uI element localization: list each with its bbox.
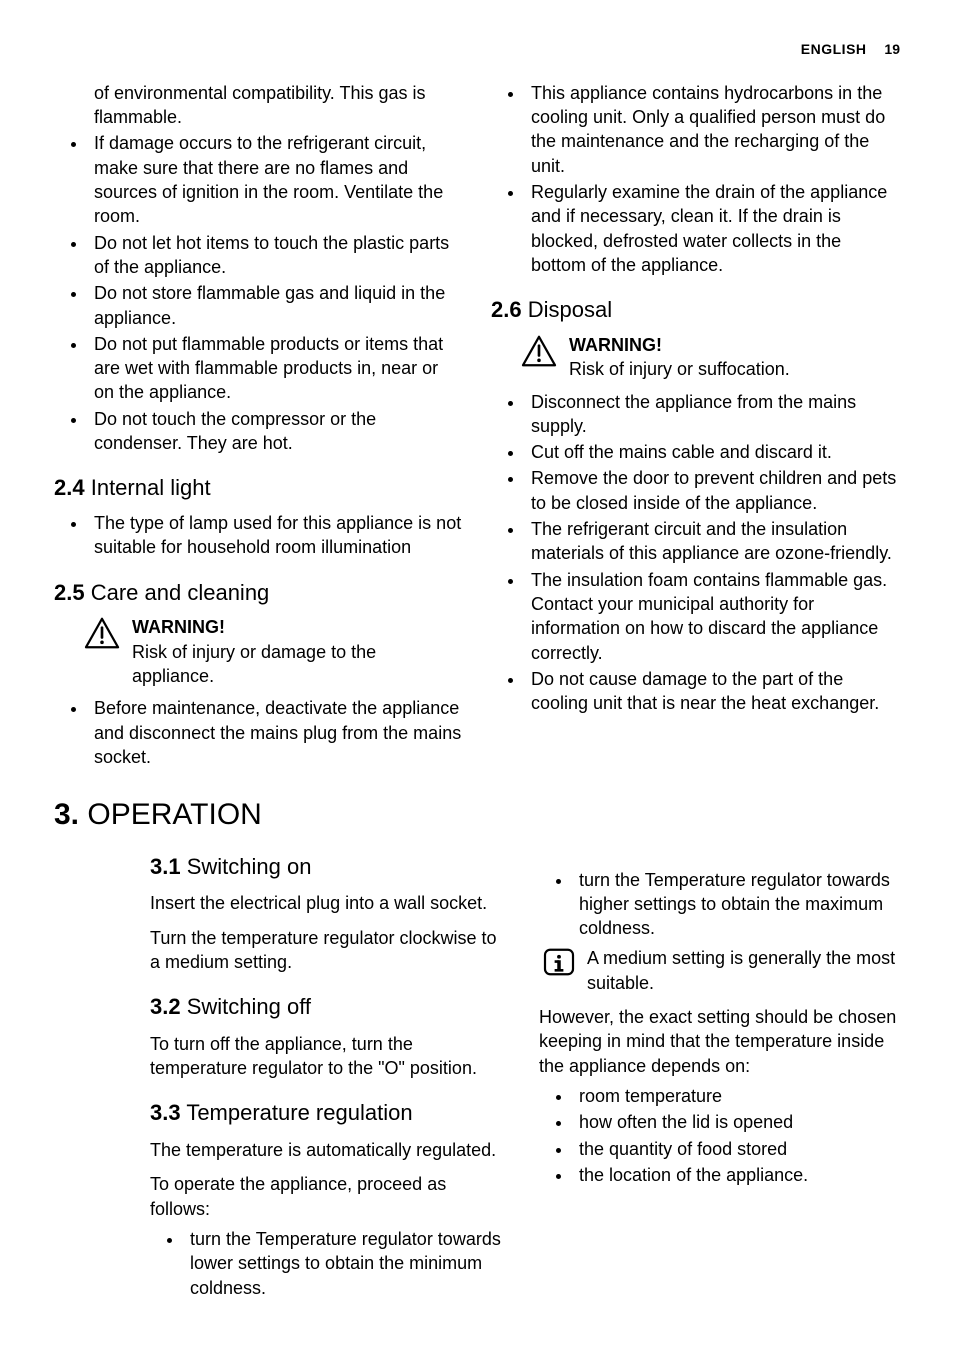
care-bullets-right: This appliance contains hydrocarbons in … <box>495 81 900 277</box>
body-paragraph: Insert the electrical plug into a wall s… <box>150 891 511 915</box>
body-paragraph: The temperature is automatically regulat… <box>150 1138 511 1162</box>
section-switching-on: 3.1 Switching on <box>150 852 511 882</box>
warning-body: Risk of injury or damage to the applianc… <box>132 640 463 689</box>
section-temperature-regulation: 3.3 Temperature regulation <box>150 1098 511 1128</box>
section-care-cleaning: 2.5 Care and cleaning <box>54 578 463 608</box>
list-item: The type of lamp used for this appliance… <box>88 511 463 560</box>
section-number: 3.3 <box>150 1100 181 1125</box>
section-title: Temperature regulation <box>186 1100 412 1125</box>
list-item: Do not let hot items to touch the plasti… <box>88 231 463 280</box>
list-item: The insulation foam contains flammable g… <box>525 568 900 665</box>
header-language: ENGLISH <box>801 41 867 57</box>
lower-right-column: turn the Temperature regulator towards h… <box>539 850 900 1302</box>
disposal-bullets: Disconnect the appliance from the mains … <box>495 390 900 716</box>
warning-icon <box>84 617 120 655</box>
list-item: the location of the appliance. <box>573 1163 900 1187</box>
warning-callout: WARNING! Risk of injury or damage to the… <box>54 615 463 688</box>
upper-right-column: This appliance contains hydrocarbons in … <box>491 81 900 771</box>
list-item: Regularly examine the drain of the appli… <box>525 180 900 277</box>
temp-reg-bullets-right: turn the Temperature regulator towards h… <box>543 868 900 941</box>
care-bullets: Before maintenance, deactivate the appli… <box>58 696 463 769</box>
list-item: Do not touch the compressor or the conde… <box>88 407 463 456</box>
upper-columns: of environmental compatibility. This gas… <box>54 81 900 771</box>
upper-left-column: of environmental compatibility. This gas… <box>54 81 463 771</box>
list-item: the quantity of food stored <box>573 1137 900 1161</box>
warning-callout: WARNING! Risk of injury or suffocation. <box>491 333 900 382</box>
section-title: Internal light <box>91 475 211 500</box>
list-item: room temperature <box>573 1084 900 1108</box>
section-title: Switching off <box>187 994 311 1019</box>
section-title: Care and cleaning <box>91 580 270 605</box>
lower-left-column: 3.1 Switching on Insert the electrical p… <box>150 850 511 1302</box>
chapter-number: 3. <box>54 798 79 831</box>
section-number: 2.4 <box>54 475 85 500</box>
list-item: If damage occurs to the refrigerant circ… <box>88 131 463 228</box>
section-switching-off: 3.2 Switching off <box>150 992 511 1022</box>
body-paragraph: Turn the temperature regulator clockwise… <box>150 926 511 975</box>
info-body: A medium setting is generally the most s… <box>587 946 900 995</box>
section-number: 3.1 <box>150 854 181 879</box>
safety-bullets-left: If damage occurs to the refrigerant circ… <box>58 131 463 455</box>
list-item: Cut off the mains cable and discard it. <box>525 440 900 464</box>
list-item: The refrigerant circuit and the insulati… <box>525 517 900 566</box>
list-item: This appliance contains hydrocarbons in … <box>525 81 900 178</box>
warning-title: WARNING! <box>569 333 790 357</box>
warning-icon <box>521 335 557 373</box>
warning-text: WARNING! Risk of injury or damage to the… <box>132 615 463 688</box>
header-page-number: 19 <box>884 41 900 57</box>
intro-continuation: of environmental compatibility. This gas… <box>94 81 463 130</box>
chapter-title: OPERATION <box>87 798 261 831</box>
page-header: ENGLISH 19 <box>54 40 900 59</box>
section-title: Switching on <box>187 854 312 879</box>
list-item: Disconnect the appliance from the mains … <box>525 390 900 439</box>
list-item: Remove the door to prevent children and … <box>525 466 900 515</box>
list-item: Do not put flammable products or items t… <box>88 332 463 405</box>
section-number: 2.6 <box>491 297 522 322</box>
body-paragraph: However, the exact setting should be cho… <box>539 1005 900 1078</box>
chapter-operation: 3. OPERATION <box>54 795 900 836</box>
section-title: Disposal <box>528 297 612 322</box>
section-disposal: 2.6 Disposal <box>491 295 900 325</box>
section-number: 3.2 <box>150 994 181 1019</box>
section-internal-light: 2.4 Internal light <box>54 473 463 503</box>
warning-body: Risk of injury or suffocation. <box>569 357 790 381</box>
temp-reg-bullets-left: turn the Temperature regulator towards l… <box>154 1227 511 1300</box>
operation-content: 3.1 Switching on Insert the electrical p… <box>54 850 900 1302</box>
list-item: turn the Temperature regulator towards l… <box>184 1227 511 1300</box>
list-item: turn the Temperature regulator towards h… <box>573 868 900 941</box>
list-item: Do not store flammable gas and liquid in… <box>88 281 463 330</box>
depends-on-bullets: room temperature how often the lid is op… <box>543 1084 900 1187</box>
warning-title: WARNING! <box>132 615 463 639</box>
lower-columns: 3.1 Switching on Insert the electrical p… <box>150 850 900 1302</box>
body-paragraph: To operate the appliance, proceed as fol… <box>150 1172 511 1221</box>
list-item: Before maintenance, deactivate the appli… <box>88 696 463 769</box>
warning-text: WARNING! Risk of injury or suffocation. <box>569 333 790 382</box>
section-number: 2.5 <box>54 580 85 605</box>
info-text: A medium setting is generally the most s… <box>587 946 900 995</box>
info-callout: A medium setting is generally the most s… <box>539 946 900 995</box>
info-icon <box>543 948 575 982</box>
body-paragraph: To turn off the appliance, turn the temp… <box>150 1032 511 1081</box>
list-item: Do not cause damage to the part of the c… <box>525 667 900 716</box>
list-item: how often the lid is opened <box>573 1110 900 1134</box>
internal-light-bullets: The type of lamp used for this appliance… <box>58 511 463 560</box>
